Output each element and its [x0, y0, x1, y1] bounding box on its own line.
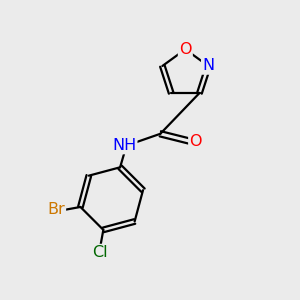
Text: Cl: Cl [93, 245, 108, 260]
Text: O: O [189, 134, 202, 149]
Text: NH: NH [112, 138, 136, 153]
Text: N: N [202, 58, 214, 74]
Text: O: O [179, 42, 192, 57]
Text: Br: Br [47, 202, 65, 217]
